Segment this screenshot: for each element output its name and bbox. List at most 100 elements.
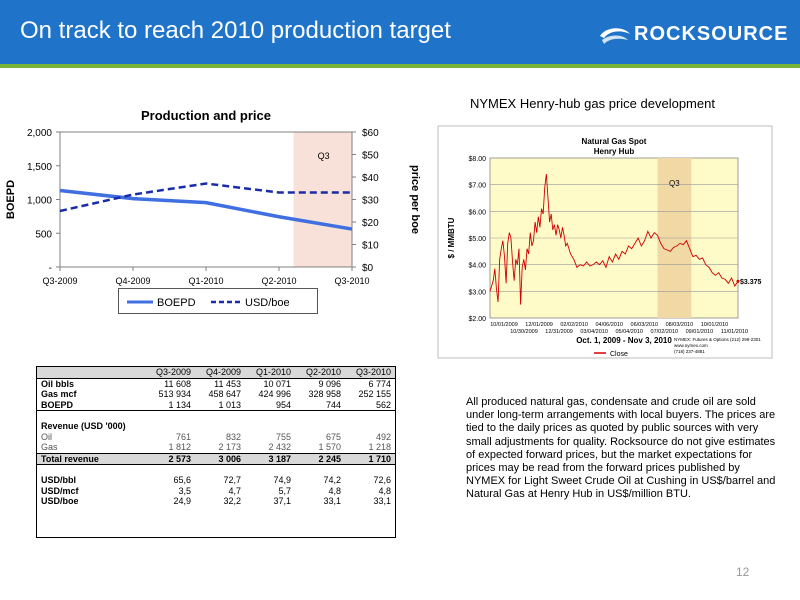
table-cell xyxy=(245,421,295,432)
henry-hub-chart: Q3 $2.00 $3.00 $4.00 $5.00 $6.00 $7.00 $8.00 Nat… xyxy=(437,125,773,359)
table-row-label: USD/bbl xyxy=(41,475,76,485)
chart2-y-axis-title: $ / MMBTU xyxy=(447,217,456,258)
table-cell: 954 xyxy=(245,399,295,411)
table-cell xyxy=(195,421,245,432)
table-cell: 4,7 xyxy=(228,485,241,496)
legend-boepd-label: BOEPD xyxy=(157,297,196,309)
table-header-cell: Q3-2009 xyxy=(145,367,195,379)
y-tick-label: 1,000 xyxy=(27,196,52,207)
nymex-heading: NYMEX Henry-hub gas price development xyxy=(470,96,715,111)
chart2-close-line xyxy=(489,173,739,305)
table-row-label xyxy=(37,465,145,476)
x-tick-label: Q4-2009 xyxy=(115,276,150,286)
table-row xyxy=(37,465,395,476)
chart2-x-tick-bottom: 10/30/2009 xyxy=(510,329,538,335)
table-header-cell: Q2-2010 xyxy=(295,367,345,379)
y-tick-label: 500 xyxy=(35,229,52,240)
legend-usdboe-label: USD/boe xyxy=(245,297,290,309)
table-cell: 1 218 xyxy=(368,442,391,452)
table-cell: 4,8 xyxy=(378,485,391,496)
chart2-x-tick-top: 08/03/2010 xyxy=(666,322,694,328)
chart2-q3-label: Q3 xyxy=(669,179,680,188)
table-cell: 1 570 xyxy=(318,442,341,452)
chart2-y-tick-label: $7.00 xyxy=(468,183,486,190)
q3-highlight-label: Q3 xyxy=(318,151,330,161)
table-row: USD/mcf 3,5 4,7 5,7 4,8 4,8 xyxy=(37,486,395,497)
chart2-x-tick-top: 04/06/2010 xyxy=(595,322,623,328)
table-cell: 65,6 xyxy=(173,475,191,485)
table-cell: 5,7 xyxy=(278,485,291,496)
table-cell: 4,8 xyxy=(328,485,341,496)
table-cell xyxy=(195,465,245,476)
table-cell: 37,1 xyxy=(273,496,291,506)
table-cell xyxy=(195,411,245,422)
table-cell: 3,5 xyxy=(178,485,191,496)
chart2-last-value-label: $3.375 xyxy=(740,279,762,286)
header-bar: On track to reach 2010 production target… xyxy=(0,0,800,64)
table-header-cell xyxy=(37,367,145,379)
table-cell xyxy=(145,411,195,422)
y2-tick-label: $10 xyxy=(362,241,379,252)
table-cell: 33,1 xyxy=(323,496,341,506)
table-row-label: Oil bbls xyxy=(41,378,75,389)
chart2-y-tick-label: $3.00 xyxy=(468,289,486,296)
table-cell xyxy=(345,465,395,476)
table-cell: 328 958 xyxy=(308,389,341,399)
page-title: On track to reach 2010 production target xyxy=(20,17,451,44)
table-row: USD/boe 24,9 32,2 37,1 33,1 33,1 xyxy=(37,496,395,507)
chart2-y-tick-label: $2.00 xyxy=(468,316,486,323)
y2-tick-label: $50 xyxy=(362,151,379,162)
table-cell: 761 xyxy=(175,431,191,442)
y-axis-title: BOEPD xyxy=(5,180,17,219)
chart2-source-line: NYMEX: Futures & Options (212) 299-2301 xyxy=(674,337,761,342)
chart2-x-tick-bottom: 09/01/2010 xyxy=(686,329,714,335)
table-cell: 832 xyxy=(225,431,241,442)
y-tick-label: 1,500 xyxy=(27,162,52,173)
page-number: 12 xyxy=(736,565,750,579)
table-cell: 72,6 xyxy=(373,475,391,485)
production-price-chart: Production and price Q3 - 500 1,000 1,500 2,00… xyxy=(5,108,421,286)
table-row-label: Revenue (USD '000) xyxy=(41,421,126,431)
table-row-label: Oil xyxy=(41,431,52,442)
chart2-y-tick-label: $6.00 xyxy=(468,209,486,216)
chart2-title-line1: Natural Gas Spot xyxy=(582,137,647,146)
chart1-legend: BOEPD USD/boe xyxy=(118,288,318,314)
table-cell: 74,9 xyxy=(273,475,291,485)
chart2-last-point xyxy=(736,279,740,283)
table-cell: 675 xyxy=(325,431,341,442)
table-cell: 562 xyxy=(345,399,395,411)
table-cell: 1 013 xyxy=(195,399,245,411)
table-row-label: Gas mcf xyxy=(41,389,77,399)
table-cell xyxy=(145,421,195,432)
q3-highlight-band xyxy=(293,132,352,267)
table-cell: 252 155 xyxy=(358,389,391,399)
table-cell: 3 006 xyxy=(195,452,245,465)
table-row-label: Total revenue xyxy=(37,452,145,465)
table-row-label: BOEPD xyxy=(37,399,145,411)
y2-tick-label: $40 xyxy=(362,173,379,184)
chart2-x-tick-top: 10/01/2010 xyxy=(701,322,729,328)
chart2-x-tick-top: 10/01/2009 xyxy=(490,322,518,328)
table-cell: 74,2 xyxy=(323,475,341,485)
table-row: Oil 761 832 755 675 492 xyxy=(37,432,395,443)
table-header-cell: Q4-2009 xyxy=(195,367,245,379)
chart2-source-line: www.nymex.com xyxy=(674,343,708,348)
table-cell: 458 647 xyxy=(208,389,241,399)
y2-tick-label: $30 xyxy=(362,196,379,207)
chart2-title-line2: Henry Hub xyxy=(594,147,635,156)
data-table: Q3-2009 Q4-2009 Q1-2010 Q2-2010 Q3-2010 Oil b… xyxy=(37,367,395,507)
table-cell: 24,9 xyxy=(173,496,191,506)
table-row-label: USD/mcf xyxy=(41,485,79,496)
table-cell: 1 710 xyxy=(345,452,395,465)
table-cell: 3 187 xyxy=(245,452,295,465)
y-tick-label: - xyxy=(49,263,52,274)
logo-wordmark: ROCKSOURCE xyxy=(634,23,789,45)
x-tick-label: Q3-2009 xyxy=(42,276,77,286)
y2-tick-label: $20 xyxy=(362,218,379,229)
table-header-cell: Q3-2010 xyxy=(345,367,395,379)
table-cell: 72,7 xyxy=(223,475,241,485)
table-cell xyxy=(295,421,345,432)
chart2-x-tick-bottom: 12/31/2009 xyxy=(545,329,573,335)
table-row: Revenue (USD '000) xyxy=(37,421,395,432)
sales-description: All produced natural gas, condensate and… xyxy=(466,396,776,501)
